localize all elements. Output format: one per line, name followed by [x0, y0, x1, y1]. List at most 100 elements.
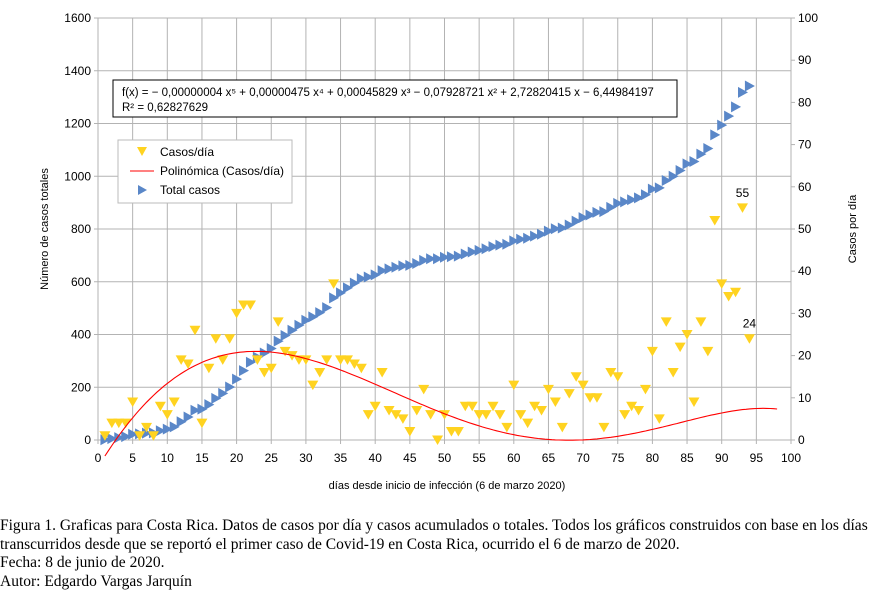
x-tick-label: 40 [369, 451, 383, 465]
casos-dia-point [736, 203, 748, 213]
total-casos-point [717, 119, 728, 131]
casos-dia-point [445, 427, 457, 437]
total-casos-point [239, 365, 250, 377]
total-casos-point [370, 269, 381, 281]
x-tick-label: 100 [781, 451, 801, 465]
total-casos-point [585, 209, 596, 221]
total-casos-point [592, 206, 603, 218]
total-casos-point [232, 373, 243, 385]
casos-dia-point [328, 279, 340, 289]
y-left-tick-label: 800 [71, 222, 91, 236]
total-casos-point [349, 277, 360, 289]
casos-dia-point [598, 422, 610, 433]
total-casos-point [488, 241, 499, 253]
total-casos-point [294, 319, 305, 331]
casos-dia-point [584, 393, 596, 403]
casos-dia-point [646, 346, 658, 357]
y-right-tick-label: 40 [798, 264, 812, 278]
casos-dia-point [639, 384, 651, 395]
trend-r2: R² = 0,62827629 [122, 102, 208, 114]
casos-dia-point [321, 355, 333, 365]
y-right-tick-label: 50 [798, 222, 812, 236]
x-tick-label: 85 [680, 451, 694, 465]
casos-dia-point [397, 414, 409, 424]
casos-dia-point [196, 418, 208, 429]
casos-dia-point [113, 418, 125, 429]
total-casos-point [363, 271, 374, 283]
casos-dia-point [529, 401, 541, 412]
trend-equation: f(x) = − 0,00000004 x⁵ + 0,00000475 x⁴ +… [122, 87, 654, 99]
casos-dia-point [175, 355, 187, 365]
casos-dia-point [224, 334, 236, 344]
casos-dia-point [452, 427, 464, 437]
total-casos-point [530, 230, 541, 242]
casos-dia-point [605, 367, 617, 378]
casos-dia-point [702, 346, 714, 357]
total-casos-point [495, 239, 506, 251]
total-casos-point [537, 228, 548, 240]
casos-dia-point [577, 380, 589, 391]
x-tick-label: 65 [542, 451, 556, 465]
casos-dia-point [536, 405, 548, 416]
total-casos-point [204, 399, 215, 411]
total-casos-point [218, 387, 229, 399]
total-casos-point [440, 251, 450, 263]
total-casos-point [620, 196, 631, 208]
total-casos-point [169, 421, 180, 433]
x-tick-label: 25 [265, 451, 279, 465]
casos-dia-point [265, 363, 277, 374]
casos-dia-point [653, 414, 665, 424]
caption-author: Autor: Edgardo Vargas Jarquín [0, 572, 192, 590]
y-left-tick-label: 0 [84, 433, 91, 447]
total-casos-point [211, 392, 222, 404]
y-left-tick-label: 200 [71, 380, 91, 394]
casos-dia-point [695, 317, 707, 327]
total-casos-point [460, 248, 471, 260]
total-casos-point [724, 110, 735, 122]
x-tick-label: 90 [715, 451, 729, 465]
casos-dia-point [723, 292, 735, 302]
casos-dia-point [99, 431, 111, 441]
casos-dia-point [244, 300, 256, 310]
casos-dia-point [563, 389, 575, 399]
total-casos-point [446, 251, 457, 263]
figure-caption: Figura 1. Graficas para Costa Rica. Dato… [0, 517, 868, 591]
total-casos-point [391, 261, 402, 273]
casos-dia-point [425, 410, 437, 420]
total-casos-point [162, 423, 173, 435]
total-casos-point [682, 158, 693, 170]
x-tick-label: 95 [750, 451, 764, 465]
total-casos-point [308, 311, 319, 323]
casos-dia-point [494, 410, 506, 420]
caption-line-1: Figura 1. Graficas para Costa Rica. Dato… [0, 517, 868, 534]
total-casos-point [142, 427, 153, 439]
casos-dia-point [335, 355, 347, 365]
x-tick-label: 15 [195, 451, 209, 465]
casos-dia-point [134, 431, 146, 441]
x-tick-label: 50 [438, 451, 452, 465]
caption-line-2: transcurridos desde que se reportó el pr… [0, 535, 680, 553]
total-casos-point [696, 148, 707, 160]
y-left-axis-label: Número de casos totales [39, 168, 51, 290]
total-casos-point [481, 243, 492, 255]
casos-dia-point [120, 418, 132, 429]
x-tick-label: 0 [95, 451, 102, 465]
casos-dia-point [314, 367, 326, 378]
casos-dia-point [355, 363, 367, 374]
casos-dia-point [210, 334, 222, 344]
x-axis-label: días desde inicio de infección (6 de mar… [329, 480, 566, 492]
total-casos-point [571, 215, 582, 227]
casos-dia-point [709, 216, 721, 226]
casos-dia-point [522, 418, 534, 429]
casos-dia-point [660, 317, 672, 327]
total-casos-point [405, 259, 416, 271]
casos-dia-point [376, 367, 388, 378]
x-tick-label: 35 [334, 451, 348, 465]
total-casos-point [737, 86, 748, 98]
total-casos-point [176, 416, 187, 428]
total-casos-point [654, 182, 665, 194]
total-casos-point [744, 80, 755, 92]
total-casos-point [412, 258, 423, 270]
casos-dia-point [279, 346, 291, 357]
casos-dia-point [272, 317, 284, 327]
